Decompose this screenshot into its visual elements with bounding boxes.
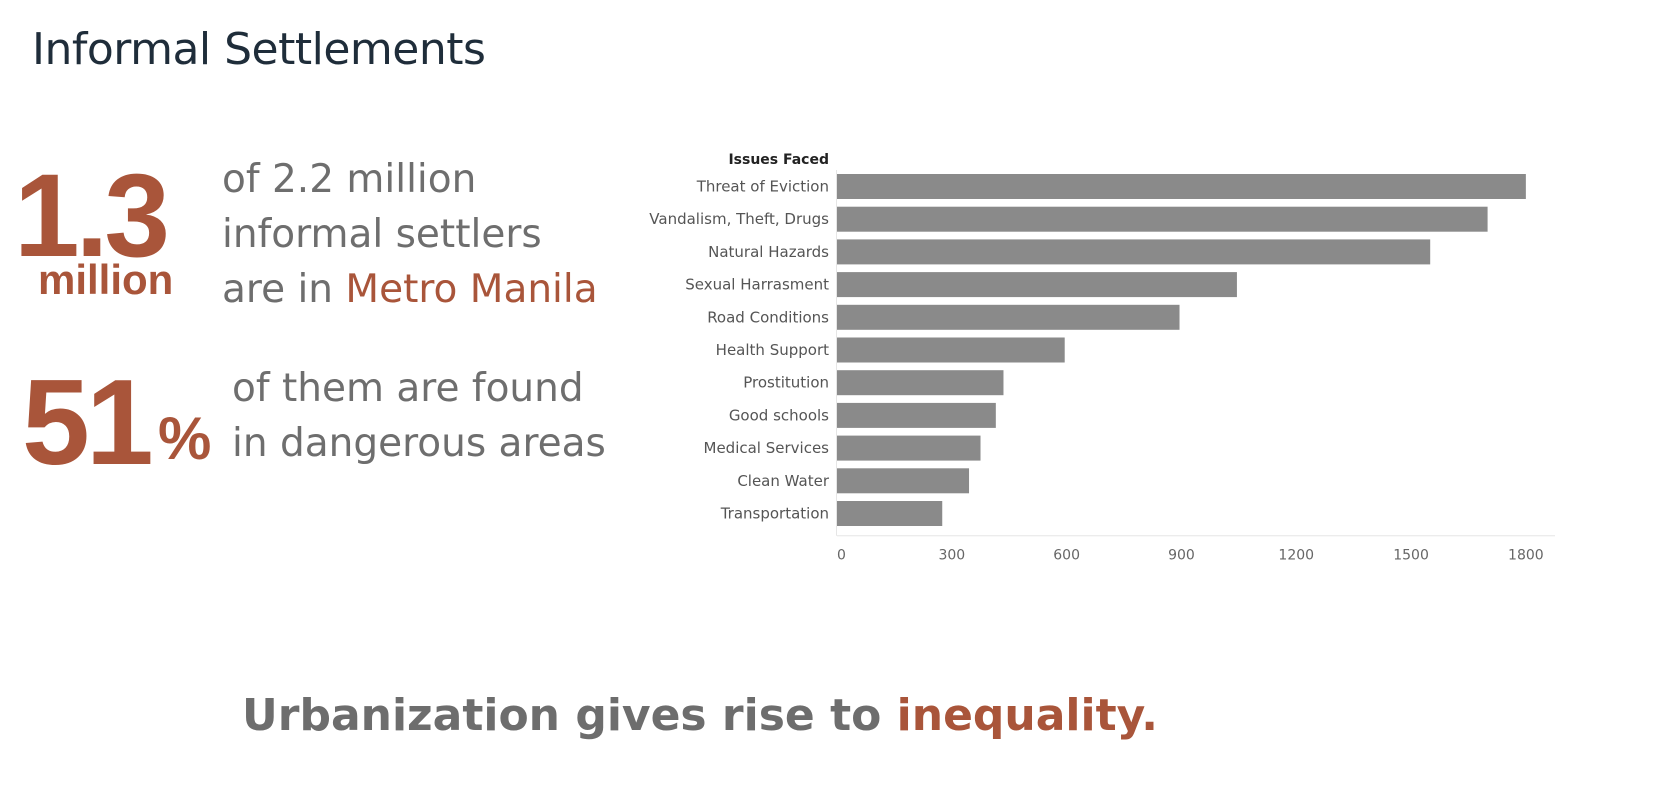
x-tick-label: 1200 — [1278, 548, 1314, 564]
bar — [837, 206, 1488, 232]
metro-manila-highlight: Metro Manila — [345, 267, 598, 312]
page-title: Informal Settlements — [32, 24, 486, 75]
stat-dangerous-number: 51 — [22, 354, 154, 490]
category-label: Road Conditions — [707, 308, 829, 326]
bar — [837, 501, 943, 526]
x-tick-label: 900 — [1168, 548, 1195, 564]
x-tick-label: 0 — [837, 548, 846, 564]
stat-settlers-line3: are in Metro Manila — [222, 262, 598, 317]
bar — [837, 370, 1004, 396]
stat-dangerous-line1: of them are found — [232, 366, 584, 411]
x-tick-label: 600 — [1053, 548, 1080, 564]
bar — [837, 174, 1526, 199]
bar — [837, 402, 996, 428]
stat-dangerous-line2: in dangerous areas — [232, 421, 606, 466]
category-header: Issues Faced — [728, 152, 829, 168]
category-label: Vandalism, Theft, Drugs — [649, 210, 829, 228]
category-label: Good schools — [729, 406, 829, 424]
stat-settlers-line2: informal settlers — [222, 212, 542, 257]
category-label: Transportation — [720, 505, 829, 523]
stat-settlers-line1: of 2.2 million — [222, 157, 477, 202]
tagline-prefix: Urbanization gives rise to — [242, 690, 897, 741]
category-label: Natural Hazards — [708, 243, 829, 261]
x-tick-label: 1800 — [1508, 548, 1544, 564]
bar — [837, 435, 981, 461]
stat-settlers-unit: million — [38, 256, 174, 303]
category-label: Threat of Eviction — [696, 178, 829, 196]
stat-settlers-line3-prefix: are in — [222, 267, 346, 312]
stat-settlers-number: 1.3 — [14, 150, 170, 282]
stat-dangerous-unit: % — [158, 405, 212, 472]
bar — [837, 468, 970, 494]
x-tick-label: 1500 — [1393, 548, 1429, 564]
bar — [837, 239, 1431, 265]
category-label: Health Support — [716, 341, 829, 359]
bar — [837, 272, 1237, 298]
bar — [837, 304, 1180, 330]
stat-settlers-description: of 2.2 million informal settlers are in … — [222, 152, 598, 317]
bar — [837, 337, 1065, 363]
tagline-accent: inequality. — [896, 690, 1158, 741]
tagline: Urbanization gives rise to inequality. — [0, 690, 1400, 741]
x-tick-label: 300 — [938, 548, 965, 564]
category-label: Medical Services — [704, 439, 830, 457]
category-label: Clean Water — [737, 472, 830, 490]
stat-dangerous-description: of them are found in dangerous areas — [232, 361, 606, 471]
category-label: Sexual Harrasment — [685, 276, 829, 294]
category-label: Prostitution — [743, 374, 829, 392]
issues-faced-bar-chart: Issues Faced Threat of Eviction Vandalism,… — [649, 152, 1555, 564]
